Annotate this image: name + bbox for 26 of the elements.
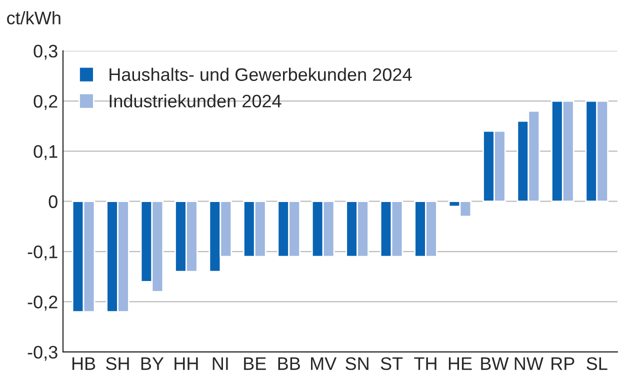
y-tick-label: -0,1 <box>28 245 58 260</box>
y-tick-label: 0,1 <box>34 145 58 160</box>
legend-label: Industriekunden 2024 <box>110 94 282 108</box>
x-tick-label: RP <box>552 357 574 370</box>
x-tick-label: HH <box>174 357 198 370</box>
x-tick-label: BW <box>481 357 509 370</box>
y-tick-label: 0 <box>48 195 58 208</box>
x-tick-label: BY <box>141 357 164 370</box>
x-tick-label: HE <box>448 357 472 370</box>
x-tick-label: HB <box>72 357 96 370</box>
x-tick-label: SH <box>106 357 129 370</box>
y-axis-title: ct/kWh <box>7 11 60 24</box>
y-tick-label: 0,2 <box>34 94 58 110</box>
x-tick-label: MV <box>311 357 337 370</box>
y-tick-label: -0,3 <box>28 346 58 361</box>
y-tick-label: 0,3 <box>34 44 58 60</box>
x-tick-label: SN <box>346 357 368 370</box>
y-tick-label: -0,2 <box>28 296 58 311</box>
x-tick-label: ST <box>380 357 403 370</box>
x-tick-label: NI <box>212 357 228 370</box>
x-tick-label: BE <box>244 357 266 370</box>
legend-label: Haushalts- und Gewerbekunden 2024 <box>110 68 412 81</box>
x-tick-label: NW <box>514 357 544 370</box>
x-tick-label: SL <box>586 357 608 370</box>
x-tick-label: TH <box>414 357 436 370</box>
x-tick-label: BB <box>278 357 300 370</box>
